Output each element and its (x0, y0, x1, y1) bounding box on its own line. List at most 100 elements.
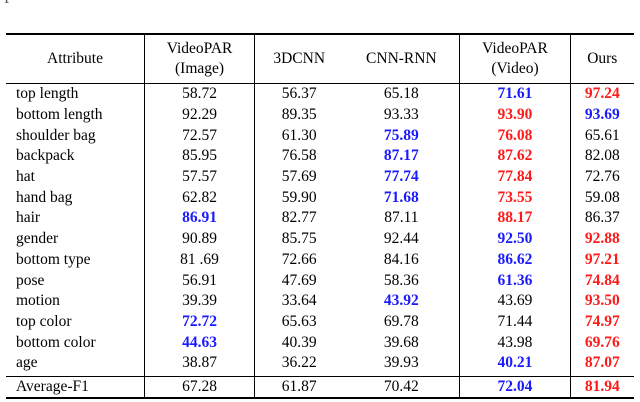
value-cell-ours: 59.08 (584, 188, 620, 206)
header-3dcnn: 3DCNN (255, 34, 344, 84)
value-cell-videopar-video: 73.55 (459, 187, 571, 209)
value-cell-3dcnn: 33.64 (281, 292, 317, 310)
header-videopar-image: VideoPAR (Image) (143, 34, 256, 84)
table-body: top length 58.72 56.37 65.18 71.61 97.24 botto… (6, 83, 634, 377)
table-row: motion 39.39 33.64 43.92 43.69 93.50 (6, 290, 634, 312)
value-cell-cnn-rnn: 65.18 (383, 85, 419, 103)
value-cell-videopar-video: 92.50 (459, 228, 571, 250)
header-cnn-rnn: CNN-RNN (343, 34, 460, 84)
header-line: 3DCNN (273, 50, 326, 67)
footer-attribute: Average-F1 (16, 377, 89, 395)
table-row: backpack 85.95 76.58 87.17 87.62 82.08 (6, 146, 634, 167)
value-cell-3dcnn: 72.66 (281, 250, 317, 268)
header-line: (Video) (491, 60, 539, 77)
value-cell-videopar-image: 56.91 (143, 270, 256, 291)
value-cell-videopar-video: 76.08 (459, 125, 571, 147)
value-cell-ours: 92.88 (584, 230, 620, 248)
value-cell-ours: 97.24 (584, 85, 620, 103)
value-cell-ours: 87.07 (584, 354, 620, 372)
table-row: top color 72.72 65.63 69.78 71.44 74.97 (6, 311, 634, 333)
table-footer: Average-F1 67.28 61.87 70.42 72.04 81.94 (6, 376, 634, 399)
value-cell-ours: 82.08 (584, 147, 620, 165)
value-cell-3dcnn: 40.39 (281, 333, 317, 351)
table-row: bottom length 92.29 89.35 93.33 93.90 93.69 (6, 104, 634, 126)
table-row: hat 57.57 57.69 77.74 77.84 72.76 (6, 166, 634, 188)
attribute-cell: age (16, 354, 38, 372)
value-cell-videopar-video: 71.44 (459, 311, 571, 333)
header-attribute: Attribute (6, 34, 145, 84)
value-cell-videopar-image: 57.57 (143, 166, 256, 188)
value-cell-ours: 72.76 (584, 168, 620, 186)
value-cell-cnn-rnn: 43.92 (383, 292, 419, 310)
value-cell-cnn-rnn: 84.16 (383, 250, 419, 268)
value-cell-ours: 86.37 (584, 209, 620, 227)
header-line: Attribute (47, 50, 103, 67)
value-cell-ours: 69.76 (584, 333, 620, 351)
value-cell-videopar-image: 58.72 (143, 83, 256, 105)
value-cell-3dcnn: 59.90 (281, 188, 317, 206)
header-line: VideoPAR (166, 40, 233, 57)
footer-cell-videopar-video: 72.04 (459, 376, 571, 399)
value-cell-videopar-image: 38.87 (143, 352, 256, 377)
value-cell-ours: 74.97 (584, 312, 620, 330)
header-videopar-video: VideoPAR (Video) (459, 34, 571, 84)
attribute-cell: gender (16, 230, 59, 248)
value-cell-3dcnn: 76.58 (281, 147, 317, 165)
value-cell-cnn-rnn: 71.68 (383, 188, 419, 206)
value-cell-cnn-rnn: 92.44 (383, 230, 419, 248)
value-cell-videopar-video: 86.62 (459, 249, 571, 271)
value-cell-videopar-video: 87.62 (459, 146, 571, 167)
value-cell-3dcnn: 65.63 (281, 312, 317, 330)
table-row: age 38.87 36.22 39.93 40.21 87.07 (6, 352, 634, 377)
value-cell-cnn-rnn: 87.11 (384, 209, 419, 227)
attribute-cell: hair (16, 209, 41, 227)
value-cell-3dcnn: 85.75 (281, 230, 317, 248)
value-cell-videopar-image: 62.82 (143, 187, 256, 209)
table-row: top length 58.72 56.37 65.18 71.61 97.24 (6, 83, 634, 105)
value-cell-videopar-video: 93.90 (459, 104, 571, 126)
attribute-cell: motion (16, 292, 60, 310)
value-cell-videopar-video: 40.21 (459, 352, 571, 377)
footer-cell-cnn-rnn: 70.42 (383, 377, 419, 395)
table-row: pose 56.91 47.69 58.36 61.36 74.84 (6, 270, 634, 291)
header-ours: Ours (570, 34, 634, 84)
header-line: (Image) (175, 60, 225, 77)
value-cell-ours: 93.50 (584, 292, 620, 310)
value-cell-videopar-video: 88.17 (459, 208, 571, 229)
value-cell-cnn-rnn: 39.68 (383, 333, 419, 351)
value-cell-videopar-video: 71.61 (459, 83, 571, 105)
value-cell-videopar-image: 72.57 (143, 125, 256, 147)
value-cell-cnn-rnn: 75.89 (383, 126, 419, 144)
value-cell-ours: 93.69 (584, 106, 620, 124)
attribute-cell: hat (16, 168, 35, 186)
attribute-cell: bottom type (16, 250, 91, 268)
value-cell-3dcnn: 36.22 (281, 354, 317, 372)
value-cell-ours: 74.84 (584, 271, 620, 289)
attribute-cell: bottom color (16, 333, 96, 351)
value-cell-cnn-rnn: 87.17 (383, 147, 419, 165)
attribute-cell: backpack (16, 147, 75, 165)
value-cell-cnn-rnn: 39.93 (383, 354, 419, 372)
value-cell-ours: 97.21 (584, 250, 620, 268)
results-table: Attribute VideoPAR (Image) 3DCNN CNN-RNN… (6, 33, 634, 399)
value-cell-3dcnn: 47.69 (281, 271, 317, 289)
value-cell-videopar-image: 72.72 (143, 311, 256, 333)
table-row: bottom type 81 .69 72.66 84.16 86.62 97.21 (6, 249, 634, 271)
average-row: Average-F1 67.28 61.87 70.42 72.04 81.94 (6, 376, 634, 399)
value-cell-videopar-image: 92.29 (143, 104, 256, 126)
value-cell-videopar-video: 77.84 (459, 166, 571, 188)
table-row: gender 90.89 85.75 92.44 92.50 92.88 (6, 228, 634, 250)
value-cell-videopar-image: 44.63 (143, 332, 256, 353)
attribute-cell: shoulder bag (16, 126, 96, 144)
table-header: Attribute VideoPAR (Image) 3DCNN CNN-RNN… (6, 34, 634, 84)
value-cell-cnn-rnn: 69.78 (383, 312, 419, 330)
attribute-cell: hand bag (16, 188, 73, 206)
table-row: shoulder bag 72.57 61.30 75.89 76.08 65.61 (6, 125, 634, 147)
attribute-cell: top color (16, 312, 72, 330)
value-cell-videopar-image: 85.95 (143, 146, 256, 167)
header-row: Attribute VideoPAR (Image) 3DCNN CNN-RNN… (6, 34, 634, 84)
value-cell-videopar-video: 43.69 (459, 290, 571, 312)
caption-fragment: f (0, 0, 640, 18)
table-row: bottom color 44.63 40.39 39.68 43.98 69.76 (6, 332, 634, 353)
value-cell-3dcnn: 57.69 (281, 168, 317, 186)
